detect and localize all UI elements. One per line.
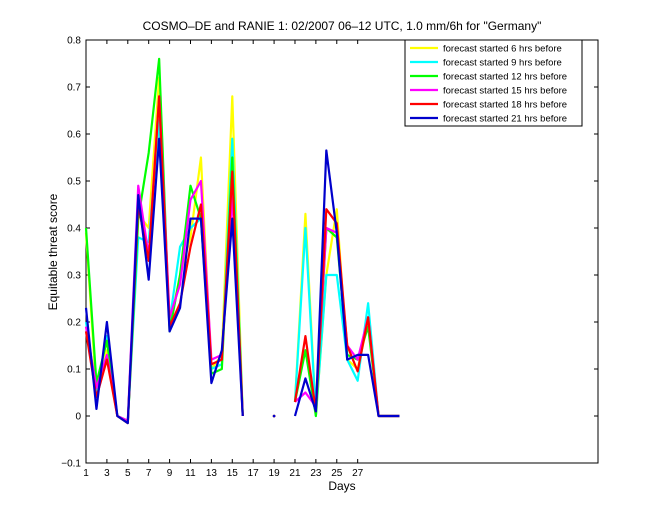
legend-label: forecast started 12 hrs before — [443, 72, 567, 83]
series-line — [84, 95, 244, 425]
y-tick-label: 0.8 — [67, 36, 81, 47]
y-tick-label: 0 — [75, 412, 81, 423]
series-6 — [84, 137, 400, 425]
x-tick-label: 13 — [206, 468, 218, 479]
x-tick-label: 27 — [352, 468, 364, 479]
y-tick-label: 0.3 — [67, 271, 81, 282]
legend-entry: forecast started 9 hrs before — [410, 58, 562, 69]
legend-entry: forecast started 18 hrs before — [410, 100, 567, 111]
x-tick-label: 5 — [125, 468, 131, 479]
y-ticks: −0.1 0 0.1 0.2 0.3 0.4 0.5 0.6 0.7 0.8 — [61, 36, 598, 470]
y-tick-label: 0.5 — [67, 177, 81, 188]
series-point — [272, 414, 276, 418]
chart-title: COSMO–DE and RANIE 1: 02/2007 06–12 UTC,… — [143, 19, 542, 33]
x-tick-label: 1 — [83, 468, 89, 479]
legend-entry: forecast started 6 hrs before — [410, 44, 562, 55]
x-tick-label: 17 — [248, 468, 260, 479]
y-tick-label: 0.1 — [67, 365, 81, 376]
legend-label: forecast started 21 hrs before — [443, 114, 567, 125]
x-tick-label: 21 — [289, 468, 301, 479]
legend-label: forecast started 6 hrs before — [443, 44, 562, 55]
x-tick-label: 11 — [185, 468, 196, 479]
x-tick-label: 15 — [227, 468, 239, 479]
y-tick-label: 0.6 — [67, 130, 81, 141]
legend-label: forecast started 9 hrs before — [443, 58, 562, 69]
x-tick-label: 23 — [310, 468, 322, 479]
legend-box — [404, 39, 583, 127]
y-axis-label: Equitable threat score — [46, 193, 60, 310]
y-tick-label: 0.4 — [67, 224, 81, 235]
x-tick-label: 3 — [104, 468, 110, 479]
y-tick-label: 0.7 — [67, 83, 81, 94]
x-tick-label: 9 — [167, 468, 173, 479]
series-lines — [84, 57, 400, 425]
legend-entry: forecast started 21 hrs before — [410, 114, 567, 125]
x-tick-label: 7 — [146, 468, 152, 479]
legend-entry: forecast started 15 hrs before — [410, 86, 567, 97]
legend-label: forecast started 15 hrs before — [443, 86, 567, 97]
series-line — [293, 149, 400, 418]
x-ticks: 1 3 5 7 9 11 13 15 17 19 21 23 25 27 — [83, 40, 364, 479]
series-line — [84, 137, 244, 425]
legend-entry: forecast started 12 hrs before — [410, 72, 567, 83]
legend-label: forecast started 18 hrs before — [443, 100, 567, 111]
legend: forecast started 6 hrs before forecast st… — [404, 39, 583, 127]
x-axis-label: Days — [328, 479, 355, 493]
y-tick-label: 0.2 — [67, 318, 81, 329]
y-tick-label: −0.1 — [61, 459, 81, 470]
x-tick-label: 25 — [331, 468, 343, 479]
x-tick-label: 19 — [269, 468, 281, 479]
